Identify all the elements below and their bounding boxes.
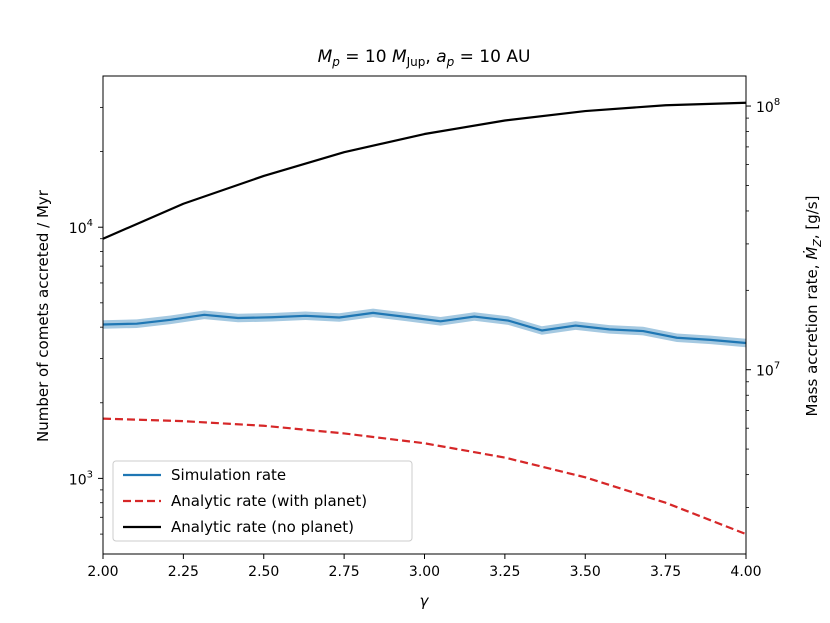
x-tick-label: 3.50 bbox=[570, 564, 601, 580]
x-tick-label: 2.50 bbox=[248, 564, 279, 580]
y-axis-label-right: Mass accretion rate, ṀZ, [g/s] bbox=[802, 196, 824, 417]
x-tick-label: 3.00 bbox=[409, 564, 440, 580]
y-tick-label: 103 bbox=[69, 469, 93, 488]
x-tick-label: 3.25 bbox=[489, 564, 520, 580]
series-line-2 bbox=[102, 101, 747, 240]
series-line-1 bbox=[102, 417, 747, 536]
x-axis-label: γ bbox=[420, 592, 430, 610]
legend-label: Simulation rate bbox=[171, 466, 286, 484]
series-line-0 bbox=[102, 311, 747, 345]
series-band-simulation bbox=[103, 308, 746, 348]
legend-label: Analytic rate (with planet) bbox=[171, 492, 367, 510]
plot-area bbox=[102, 75, 747, 555]
y-tick-label: 104 bbox=[69, 218, 93, 237]
x-tick-label: 2.00 bbox=[87, 564, 118, 580]
x-tick-label: 3.75 bbox=[650, 564, 681, 580]
x-tick-label: 2.25 bbox=[168, 564, 199, 580]
y-right-tick-label: 107 bbox=[756, 361, 780, 380]
legend-label: Analytic rate (no planet) bbox=[171, 518, 354, 536]
x-tick-label: 2.75 bbox=[329, 564, 360, 580]
legend-box bbox=[112, 460, 413, 542]
x-tick-label: 4.00 bbox=[730, 564, 761, 580]
y-right-tick-label: 108 bbox=[756, 97, 780, 116]
y-axis-label: Number of comets accreted / Myr bbox=[34, 189, 52, 442]
axis-ticks: 2.00 2.25 2.50 2.75 3.00 3.25 3.50 3.75 4.00 103 1… bbox=[69, 97, 780, 580]
chart-title: Mp = 10 MJup, ap = 10 AU bbox=[318, 47, 531, 69]
legend: Simulation rate Analytic rate (with plane… bbox=[112, 460, 413, 542]
